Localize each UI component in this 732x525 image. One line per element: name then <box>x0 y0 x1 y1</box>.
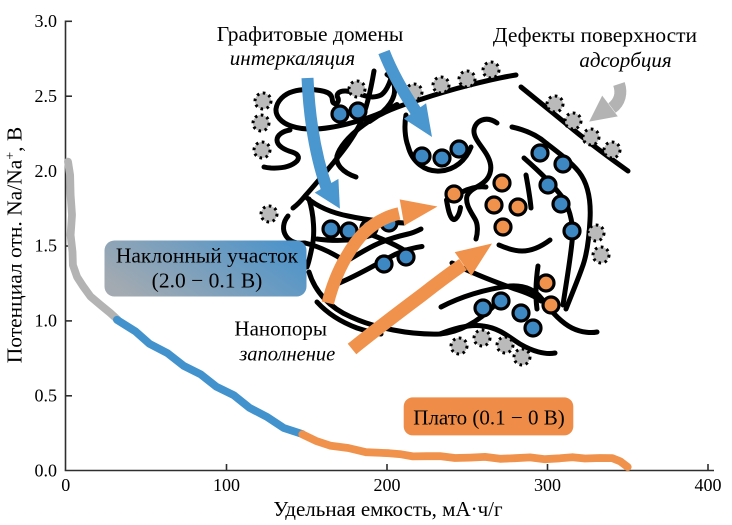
svg-text:Нанопоры: Нанопоры <box>234 316 327 340</box>
svg-text:300: 300 <box>534 475 561 495</box>
svg-text:адсорбция: адсорбция <box>579 48 671 72</box>
svg-text:0.0: 0.0 <box>35 460 58 480</box>
svg-text:Графитовые домены: Графитовые домены <box>217 22 404 46</box>
svg-text:0.5: 0.5 <box>35 386 58 406</box>
svg-text:3.0: 3.0 <box>35 11 58 31</box>
svg-text:200: 200 <box>374 475 401 495</box>
svg-text:(2.0 − 0.1 В): (2.0 − 0.1 В) <box>152 268 263 292</box>
svg-text:заполнение: заполнение <box>238 344 335 366</box>
svg-text:0: 0 <box>61 475 70 495</box>
svg-text:Дефекты поверхности: Дефекты поверхности <box>493 23 697 47</box>
svg-text:2.0: 2.0 <box>35 161 58 181</box>
svg-text:1.5: 1.5 <box>35 236 58 256</box>
svg-text:Наклонный участок: Наклонный участок <box>116 244 299 268</box>
svg-text:Удельная емкость, мА·ч/г: Удельная емкость, мА·ч/г <box>273 497 503 521</box>
svg-text:интеркаляция: интеркаляция <box>230 46 355 70</box>
svg-text:2.5: 2.5 <box>35 86 58 106</box>
svg-text:Плато (0.1 − 0 В): Плато (0.1 − 0 В) <box>413 406 564 430</box>
svg-text:Потенциал отн. Na/Na+, В: Потенциал отн. Na/Na+, В <box>3 127 27 364</box>
svg-text:400: 400 <box>695 475 722 495</box>
svg-text:100: 100 <box>213 475 240 495</box>
svg-text:1.0: 1.0 <box>35 311 58 331</box>
